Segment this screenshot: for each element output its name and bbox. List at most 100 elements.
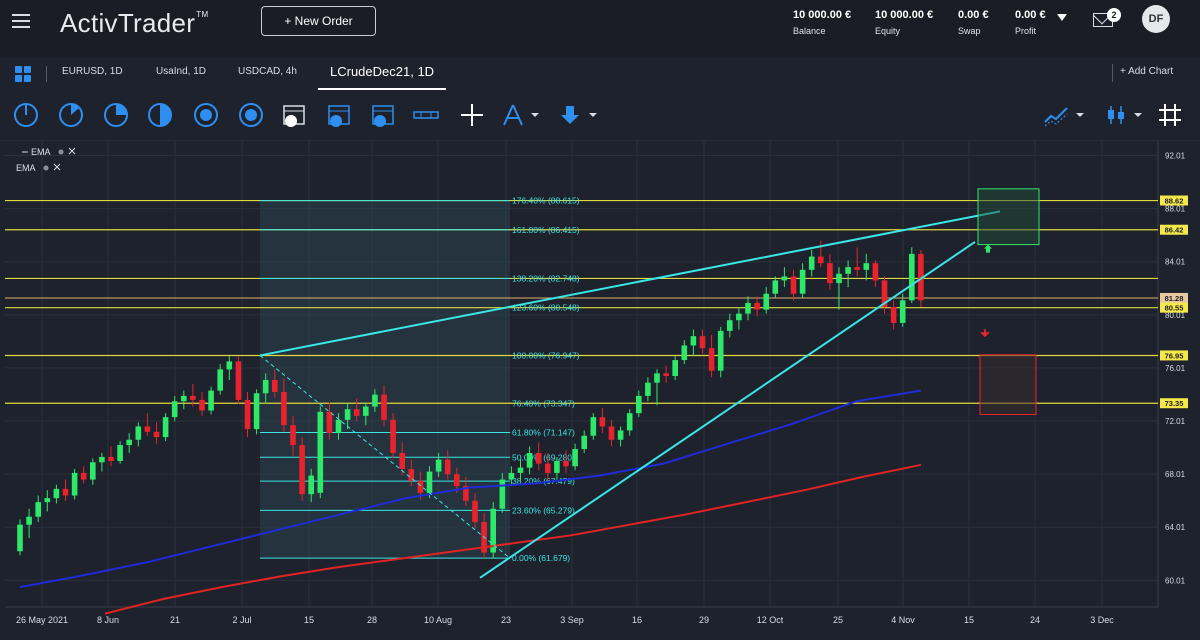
candle-body — [144, 426, 151, 432]
calendar-week-icon[interactable] — [326, 102, 352, 128]
candle-body — [262, 379, 269, 394]
x-tick-label: 10 Aug — [424, 615, 452, 625]
drawing-tools-icon[interactable] — [500, 102, 526, 128]
candle-body — [153, 431, 160, 438]
price-tag-label: 81.28 — [1165, 294, 1184, 303]
chevron-down-icon[interactable] — [1133, 102, 1143, 128]
line-tool-icon[interactable] — [413, 102, 439, 128]
candle-body — [499, 479, 506, 509]
calendar-day-icon[interactable] — [281, 102, 307, 128]
chevron-down-icon[interactable] — [530, 102, 540, 128]
candle-body — [836, 273, 842, 284]
candle-body — [363, 406, 369, 416]
tab-usdcad[interactable]: USDCAD, 4h — [238, 66, 297, 77]
crosshair-icon[interactable] — [459, 102, 485, 128]
candle-body — [526, 453, 533, 468]
add-chart-button[interactable]: + Add Chart — [1120, 66, 1174, 77]
y-tick-label: 68.01 — [1165, 470, 1186, 479]
price-chart[interactable]: 0.00% (61.679) 23.60% (65.279) 38.20% (67.… — [5, 141, 1195, 635]
candle-body — [645, 382, 651, 396]
tab-eurusd[interactable]: EURUSD, 1D — [62, 66, 123, 77]
menu-icon[interactable] — [12, 14, 30, 28]
balance-value: 10 000.00 € — [793, 9, 852, 21]
tab-lcrudedec21[interactable]: LCrudeDec21, 1D — [318, 58, 447, 90]
layout-grid-icon[interactable] — [15, 66, 31, 82]
fib-level-label: 76.40% (73.347) — [512, 398, 575, 408]
candle-body — [226, 361, 233, 370]
chevron-down-icon[interactable] — [1075, 102, 1085, 128]
period-clock-icon[interactable] — [147, 102, 173, 128]
candle-body — [381, 394, 387, 420]
period-clock-icon[interactable] — [13, 102, 39, 128]
grid-toggle-icon[interactable] — [1157, 102, 1183, 128]
candle-body — [572, 449, 578, 467]
candle-body — [317, 411, 324, 493]
candlestick-type-icon[interactable] — [1103, 102, 1129, 128]
indicators-icon[interactable] — [1043, 102, 1069, 128]
candle-body — [909, 253, 915, 301]
chart-canvas[interactable]: 0.00% (61.679) 23.60% (65.279) 38.20% (67.… — [5, 141, 1195, 635]
candle-body — [763, 293, 769, 310]
period-clock-icon[interactable] — [103, 102, 129, 128]
equity-value: 10 000.00 € — [875, 9, 934, 21]
settings-icon — [43, 165, 49, 171]
x-tick-label: 16 — [632, 615, 642, 625]
candle-body — [517, 467, 524, 473]
candle-body — [181, 395, 187, 402]
candle-body — [772, 280, 779, 294]
fib-level-label: 23.60% (65.279) — [512, 505, 575, 515]
candle-body — [463, 486, 469, 501]
candle-body — [699, 336, 706, 349]
candle-body — [890, 306, 897, 323]
candle-body — [717, 330, 724, 371]
price-tag-label: 88.62 — [1165, 197, 1184, 206]
chevron-down-icon[interactable] — [588, 102, 598, 128]
price-tag — [1160, 224, 1188, 235]
candle-body — [17, 524, 23, 552]
candle-body — [62, 488, 69, 496]
fib-level-label: 50.00% (69.280) — [512, 452, 575, 462]
candle-body — [426, 471, 433, 493]
candle-body — [35, 502, 41, 517]
account-dropdown-icon[interactable] — [1057, 14, 1067, 21]
candle-body — [390, 419, 396, 454]
candle-body — [617, 430, 624, 440]
candle-body — [281, 391, 287, 426]
calendar-month-icon[interactable] — [370, 102, 396, 128]
y-tick-label: 92.01 — [1165, 152, 1186, 161]
candle-body — [545, 463, 551, 473]
x-axis: 26 May 2021 8 Jun 21 2 Jul 15 28 10 Aug 23 3 Sep… — [16, 615, 1114, 625]
candle-body — [44, 498, 51, 503]
chart-tab-bar: EURUSD, 1D UsaInd, 1D USDCAD, 4h LCrudeD… — [0, 58, 1200, 91]
candle-body — [435, 459, 442, 472]
y-axis: 92.01 88.01 84.01 80.01 76.01 72.01 68.01 64.01… — [1165, 152, 1186, 586]
indicator-legend: EMA EMA — [16, 147, 76, 173]
candle-body — [126, 439, 132, 446]
avatar[interactable]: DF — [1142, 5, 1170, 33]
x-tick-label: 23 — [501, 615, 511, 625]
close-icon — [53, 163, 61, 171]
candle-body — [663, 373, 669, 377]
candle-body — [372, 394, 378, 407]
y-tick-label: 60.01 — [1165, 576, 1186, 585]
candle-body — [444, 459, 451, 475]
candle-body — [799, 269, 806, 294]
app-logo: ActivTraderTM — [60, 8, 209, 38]
x-tick-label: 29 — [699, 615, 709, 625]
fib-level-label: 123.60% (80.548) — [512, 303, 580, 313]
divider — [46, 66, 47, 82]
candle-body — [508, 472, 515, 480]
candle-body — [581, 435, 587, 450]
period-1h-icon[interactable] — [193, 102, 219, 128]
x-tick-label: 3 Sep — [560, 615, 584, 625]
candle-body — [790, 276, 797, 294]
period-clock-icon[interactable] — [58, 102, 84, 128]
period-4h-icon[interactable] — [238, 102, 264, 128]
tab-usaind[interactable]: UsaInd, 1D — [156, 66, 207, 77]
y-tick-label: 80.01 — [1165, 311, 1186, 320]
arrow-down-icon[interactable] — [557, 102, 583, 128]
new-order-button[interactable]: + New Order — [261, 6, 376, 36]
x-tick-label: 26 May 2021 — [16, 615, 68, 625]
candle-body — [672, 360, 678, 377]
ema-label: EMA — [31, 147, 51, 157]
